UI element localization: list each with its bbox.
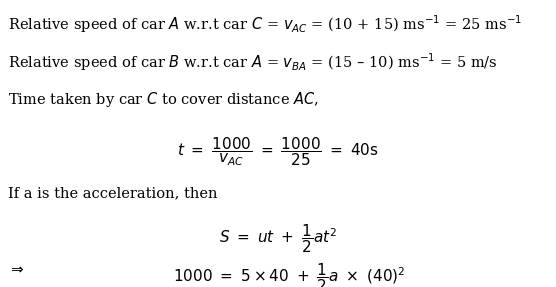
Text: Relative speed of car $B$ w.r.t car $A$ = $v_{BA}$ = (15 – 10) ms$^{-1}$ = 5 m/s: Relative speed of car $B$ w.r.t car $A$ … bbox=[8, 52, 498, 73]
Text: If a is the acceleration, then: If a is the acceleration, then bbox=[8, 187, 218, 201]
Text: $\Rightarrow$: $\Rightarrow$ bbox=[8, 261, 26, 275]
Text: Relative speed of car $A$ w.r.t car $C$ = $v_{AC}$ = (10 + 15) ms$^{-1}$ = 25 ms: Relative speed of car $A$ w.r.t car $C$ … bbox=[8, 13, 523, 35]
Text: $1000\ =\ 5 \times 40\ +\ \dfrac{1}{2}a\ \times\ (40)^2$: $1000\ =\ 5 \times 40\ +\ \dfrac{1}{2}a\… bbox=[173, 261, 405, 287]
Text: $t \ =\ \dfrac{1000}{v_{AC}}\ =\ \dfrac{1000}{25}\ =\ 40\mathrm{s}$: $t \ =\ \dfrac{1000}{v_{AC}}\ =\ \dfrac{… bbox=[177, 135, 379, 168]
Text: Time taken by car $C$ to cover distance $AC$,: Time taken by car $C$ to cover distance … bbox=[8, 90, 319, 109]
Text: $S\ =\ ut\ +\ \dfrac{1}{2}at^2$: $S\ =\ ut\ +\ \dfrac{1}{2}at^2$ bbox=[219, 222, 337, 255]
